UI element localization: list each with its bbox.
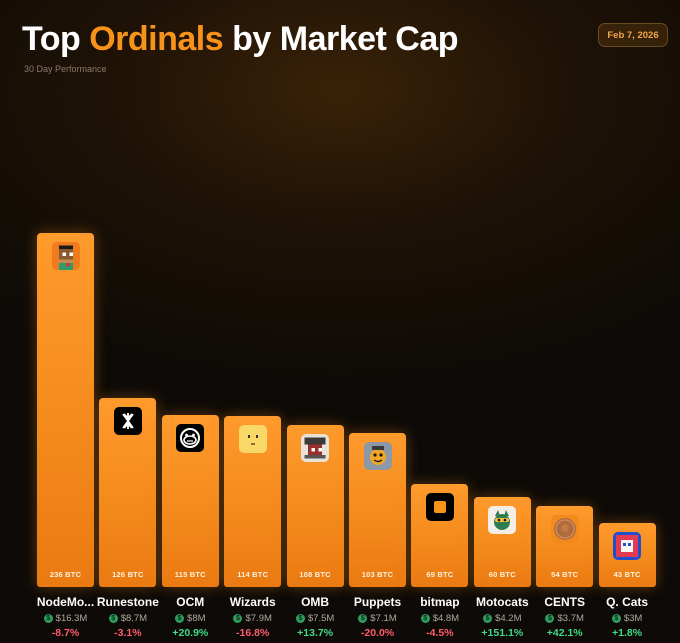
market-cap-value: $7.9M: [245, 613, 272, 624]
bar-bitmap: 69 BTC: [411, 483, 469, 587]
cents-penny-icon: [550, 515, 579, 543]
ocm-monkey-face-icon: [176, 423, 205, 452]
bar-motocats: 60 BTC: [473, 497, 531, 587]
market-cap-usd: $ $16.3M: [35, 613, 97, 624]
change-30d: +20.9%: [172, 627, 209, 639]
collection-name: CENTS: [544, 595, 586, 609]
dollar-icon: $: [295, 614, 305, 623]
dollar-icon: $: [108, 614, 118, 623]
dollar-icon: $: [611, 614, 621, 623]
bar-value-label: 60 BTC: [488, 570, 516, 579]
bar-value-label: 114 BTC: [237, 570, 269, 579]
market-cap-usd: $ $7.5M: [284, 613, 346, 624]
bar-value-label: 54 BTC: [551, 570, 579, 579]
bar-value-label: 103 BTC: [361, 570, 394, 579]
page-subtitle: 30 Day Performance: [24, 64, 107, 74]
bar-value-label: 115 BTC: [174, 570, 206, 579]
market-cap-usd: $ $4.8M: [409, 613, 471, 624]
bitmap-square-icon: [425, 492, 454, 521]
bar-cents: 54 BTC: [536, 506, 594, 587]
bar-runestone: 126 BTC: [99, 398, 157, 587]
market-cap-usd: $ $3.7M: [534, 613, 596, 624]
change-30d: +42.1%: [546, 627, 583, 639]
change-30d: -4.5%: [426, 627, 454, 639]
collection-name: Motocats: [475, 595, 529, 609]
market-cap-usd: $ $3M: [596, 613, 658, 624]
bar-value-label: 236 BTC: [49, 570, 82, 579]
market-cap-value: $3.7M: [557, 613, 584, 624]
market-cap-usd: $ $8.7M: [97, 613, 159, 624]
page-title: Top Ordinals by Market Cap: [22, 20, 459, 59]
change-30d: +151.1%: [481, 627, 524, 639]
market-cap-value: $3M: [623, 613, 643, 624]
market-cap-usd: $ $7.9M: [222, 613, 284, 624]
market-cap-value: $4.8M: [432, 613, 460, 624]
collection-name: OMB: [301, 595, 330, 609]
bar-ocm: 115 BTC: [161, 414, 219, 587]
market-cap-value: $16.3M: [55, 613, 88, 624]
market-cap-value: $7.5M: [307, 613, 335, 624]
market-cap-value: $8M: [187, 613, 206, 624]
collection-name: bitmap: [420, 595, 460, 609]
dollar-icon: $: [483, 614, 493, 623]
collection-name: Wizards: [229, 595, 276, 609]
change-30d: -20.0%: [360, 627, 395, 639]
puppets-character-icon: [363, 441, 392, 470]
dollar-icon: $: [175, 614, 185, 623]
runestone-rune-icon: [113, 407, 142, 435]
nodemonkes-pixel-monkey-icon: [51, 242, 80, 270]
quantum-cats-icon: [613, 531, 642, 560]
bar-nodemonkes: 236 BTC: [37, 233, 94, 587]
dollar-icon: $: [545, 614, 555, 623]
market-cap-usd: $ $8M: [159, 613, 221, 624]
change-30d: -3.1%: [114, 627, 142, 639]
bar-value-label: 108 BTC: [299, 570, 331, 579]
market-cap-usd: $ $7.1M: [347, 613, 409, 624]
bar-value-label: 43 BTC: [613, 570, 641, 579]
title-highlight: Ordinals: [89, 20, 224, 58]
bar-q-cats: 43 BTC: [598, 522, 656, 587]
bar-omb: 108 BTC: [286, 425, 344, 587]
collection-name: NodeMo...: [36, 595, 95, 609]
wizards-yellow-face-icon: [238, 425, 267, 453]
bar-fill: [37, 233, 94, 587]
change-30d: -16.8%: [236, 627, 270, 639]
bar-value-label: 126 BTC: [112, 570, 144, 579]
date-badge: Feb 7, 2026: [598, 23, 668, 47]
bar-value-label: 69 BTC: [426, 570, 454, 579]
change-30d: +1.8%: [612, 627, 643, 639]
collection-name: Runestone: [96, 595, 159, 609]
market-cap-value: $4.2M: [495, 613, 522, 624]
collection-name: Q. Cats: [606, 595, 649, 609]
collection-name: Puppets: [353, 595, 402, 609]
title-suffix: by Market Cap: [223, 20, 459, 58]
market-cap-usd: $ $4.2M: [471, 613, 533, 624]
dollar-icon: $: [233, 614, 243, 623]
bar-puppets: 103 BTC: [349, 432, 406, 587]
market-cap-value: $7.1M: [370, 613, 397, 624]
change-30d: -8.7%: [51, 627, 80, 639]
title-prefix: Top: [22, 20, 90, 58]
change-30d: +13.7%: [297, 627, 334, 639]
bar-wizards: 114 BTC: [224, 416, 282, 587]
omb-pixel-art-icon: [301, 434, 330, 462]
dollar-icon: $: [43, 614, 53, 623]
collection-name: OCM: [176, 595, 205, 609]
motocats-cat-icon: [488, 506, 517, 534]
market-cap-value: $8.7M: [120, 613, 148, 624]
dollar-icon: $: [420, 614, 430, 623]
dollar-icon: $: [358, 614, 368, 623]
